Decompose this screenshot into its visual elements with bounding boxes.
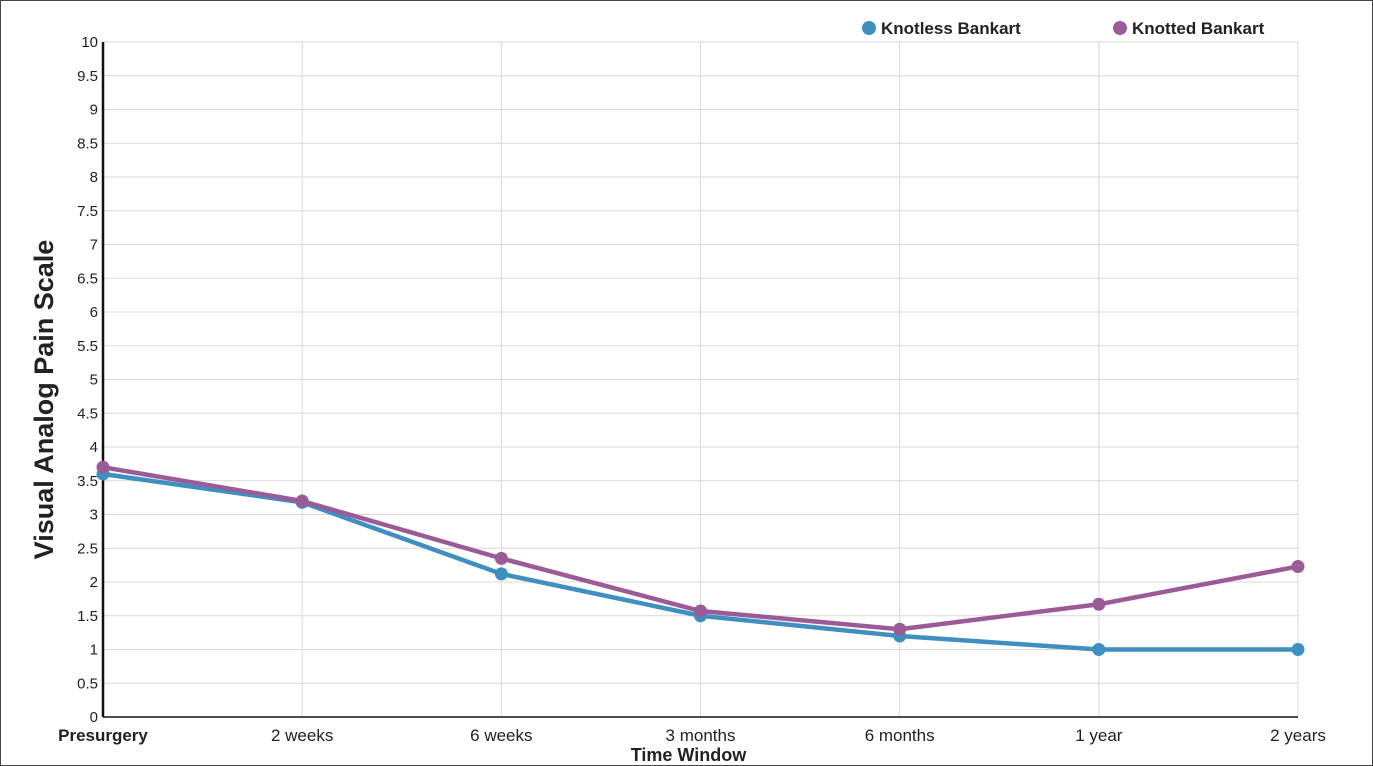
data-point [96, 460, 110, 474]
x-tick-label: 3 months [666, 726, 736, 745]
x-tick-label: 2 years [1270, 726, 1326, 745]
x-tick-label: Presurgery [58, 726, 148, 745]
x-tick-label: 6 weeks [470, 726, 532, 745]
y-tick-label: 4.5 [77, 405, 98, 422]
data-point [1092, 643, 1106, 656]
y-tick-label: 9 [90, 102, 98, 119]
x-tick-label: 2 weeks [271, 726, 333, 745]
y-tick-label: 6.5 [77, 270, 98, 287]
y-tick-label: 1.5 [77, 608, 98, 625]
legend-item: Knotless Bankart [862, 19, 1021, 38]
y-tick-label: 9.5 [77, 68, 98, 85]
y-tick-label: 4 [90, 439, 98, 456]
y-tick-label: 2.5 [77, 540, 98, 557]
grid-lines [102, 41, 1299, 718]
data-point [893, 622, 907, 636]
x-axis-title: Time Window [631, 745, 748, 765]
y-tick-label: 5.5 [77, 338, 98, 355]
data-point [1092, 597, 1106, 611]
y-tick-label: 3 [90, 507, 98, 524]
legend-marker [862, 21, 876, 35]
y-tick-label: 7.5 [77, 203, 98, 220]
y-tick-label: 1 [90, 642, 98, 659]
data-point [1291, 643, 1305, 656]
y-tick-label: 6 [90, 304, 98, 321]
y-tick-label: 3.5 [77, 473, 98, 490]
series [96, 460, 1305, 656]
x-tick-label: 1 year [1075, 726, 1123, 745]
data-point [694, 604, 707, 618]
legend-item: Knotted Bankart [1113, 19, 1265, 38]
y-tick-label: 7 [90, 237, 98, 254]
y-tick-label: 5 [90, 372, 98, 389]
x-tick-label: 6 months [865, 726, 935, 745]
legend-label: Knotless Bankart [881, 19, 1021, 38]
legend: Knotless Bankart Knotted Bankart [862, 19, 1265, 38]
y-tick-label: 2 [90, 574, 98, 591]
data-point [295, 494, 309, 508]
y-tick-label: 8 [90, 169, 98, 186]
legend-marker [1113, 21, 1127, 35]
axes: 0 0.5 1 1.5 2 2.5 3 3.5 4 4.5 5 5.5 6 6.5 7 7.5 8 8.5 9 9.5… [58, 34, 1326, 745]
y-axis-title: Visual Analog Pain Scale [29, 240, 59, 560]
y-tick-label: 0 [90, 709, 98, 726]
y-tick-label: 10 [81, 34, 98, 51]
data-point [494, 567, 508, 581]
data-point [494, 551, 508, 565]
data-point [1291, 559, 1305, 573]
legend-label: Knotted Bankart [1132, 19, 1265, 38]
y-tick-label: 0.5 [77, 675, 98, 692]
series-1 [96, 460, 1305, 636]
y-tick-label: 8.5 [77, 135, 98, 152]
